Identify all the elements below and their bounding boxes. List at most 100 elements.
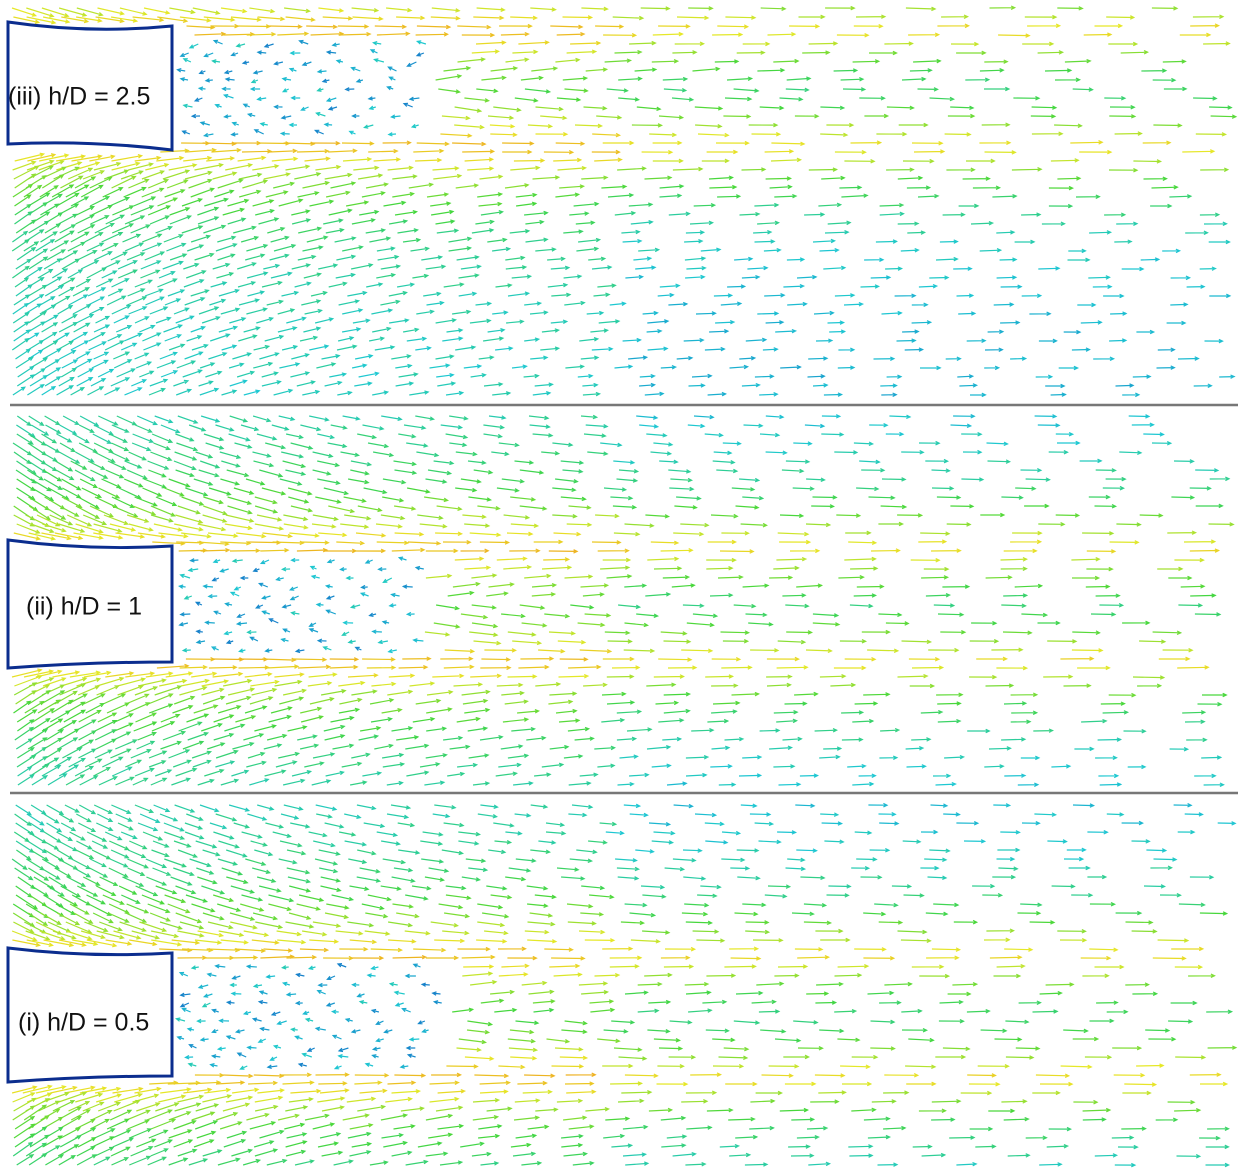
velocity-vector — [27, 840, 48, 854]
velocity-vector — [733, 603, 757, 609]
velocity-vector — [96, 676, 125, 687]
velocity-vector — [246, 307, 268, 315]
velocity-vector — [1077, 302, 1097, 308]
velocity-vector — [1099, 602, 1125, 608]
velocity-vector — [706, 1107, 734, 1113]
velocity-vector — [911, 737, 932, 742]
velocity-vector — [75, 505, 101, 519]
velocity-vector — [476, 7, 506, 12]
velocity-vector — [285, 1105, 309, 1112]
velocity-vector — [225, 1095, 254, 1103]
velocity-vector — [818, 1090, 847, 1095]
velocity-vector — [130, 749, 152, 759]
velocity-vector — [550, 24, 584, 30]
velocity-vector — [225, 163, 254, 171]
velocity-vector — [198, 469, 220, 478]
velocity-vector — [83, 670, 112, 678]
velocity-vector — [556, 867, 580, 872]
velocity-vector — [288, 67, 297, 73]
velocity-vector — [147, 693, 174, 705]
velocity-vector — [1140, 257, 1161, 262]
velocity-vector — [615, 858, 638, 863]
velocity-vector — [335, 930, 364, 936]
velocity-vector — [105, 469, 125, 479]
velocity-vector — [141, 170, 165, 180]
velocity-vector — [740, 803, 758, 808]
velocity-vector — [647, 1028, 671, 1034]
velocity-vector — [555, 708, 578, 714]
velocity-vector — [583, 682, 608, 688]
velocity-vector — [61, 16, 90, 24]
velocity-vector — [490, 989, 516, 995]
velocity-vector — [107, 460, 127, 470]
velocity-vector — [787, 857, 806, 863]
velocity-vector — [531, 592, 557, 597]
velocity-vector — [713, 450, 733, 456]
velocity-vector — [676, 15, 710, 21]
velocity-vector — [241, 60, 250, 65]
velocity-vector — [364, 930, 391, 936]
velocity-vector — [346, 1096, 377, 1103]
velocity-vector — [443, 822, 465, 828]
velocity-vector — [624, 902, 648, 908]
velocity-vector — [155, 496, 178, 507]
velocity-vector — [57, 1144, 80, 1157]
velocity-vector — [658, 657, 693, 662]
velocity-vector — [814, 1073, 846, 1078]
velocity-vector — [319, 867, 339, 874]
velocity-vector — [200, 460, 221, 469]
velocity-vector — [1038, 521, 1066, 527]
velocity-vector — [435, 354, 455, 360]
velocity-vector — [141, 242, 163, 252]
velocity-vector — [462, 149, 496, 154]
velocity-vector — [375, 1020, 384, 1025]
velocity-vector — [158, 1094, 187, 1103]
velocity-vector — [821, 175, 846, 181]
velocity-vector — [14, 194, 32, 207]
velocity-vector — [1167, 1100, 1196, 1105]
velocity-vector — [202, 849, 221, 857]
velocity-vector — [70, 1109, 91, 1121]
velocity-vector — [901, 1027, 929, 1033]
velocity-vector — [550, 265, 571, 271]
velocity-vector — [171, 939, 201, 945]
velocity-vector — [674, 505, 698, 510]
velocity-vector — [626, 727, 653, 732]
velocity-vector — [521, 980, 548, 986]
velocity-vector — [58, 7, 88, 17]
velocity-vector — [222, 207, 246, 216]
velocity-vector — [335, 272, 357, 279]
velocity-vector — [1182, 149, 1216, 154]
velocity-vector — [544, 613, 571, 619]
velocity-vector — [238, 298, 261, 306]
velocity-vector — [723, 1046, 750, 1052]
velocity-vector — [1116, 522, 1142, 527]
velocity-vector — [328, 208, 353, 216]
velocity-vector — [767, 884, 792, 889]
velocity-vector — [707, 718, 730, 724]
velocity-vector — [311, 779, 332, 786]
velocity-vector — [839, 638, 868, 644]
velocity-vector — [694, 106, 724, 111]
velocity-vector — [369, 698, 395, 705]
velocity-vector — [925, 458, 950, 464]
velocity-vector — [113, 731, 132, 741]
velocity-vector — [668, 469, 692, 474]
velocity-vector — [254, 1095, 284, 1103]
velocity-vector — [779, 513, 805, 518]
velocity-vector — [243, 326, 261, 333]
velocity-vector — [847, 763, 867, 769]
velocity-vector — [389, 318, 410, 324]
velocity-vector — [91, 205, 113, 216]
velocity-vector — [336, 540, 366, 546]
velocity-vector — [776, 556, 808, 562]
velocity-vector — [261, 280, 283, 288]
velocity-vector — [433, 622, 461, 629]
velocity-vector — [236, 1052, 247, 1058]
velocity-vector — [462, 971, 494, 977]
velocity-vector — [168, 1157, 189, 1166]
velocity-vector — [223, 630, 233, 636]
velocity-vector — [928, 647, 960, 653]
velocity-vector — [711, 683, 739, 688]
velocity-vector — [633, 256, 653, 261]
